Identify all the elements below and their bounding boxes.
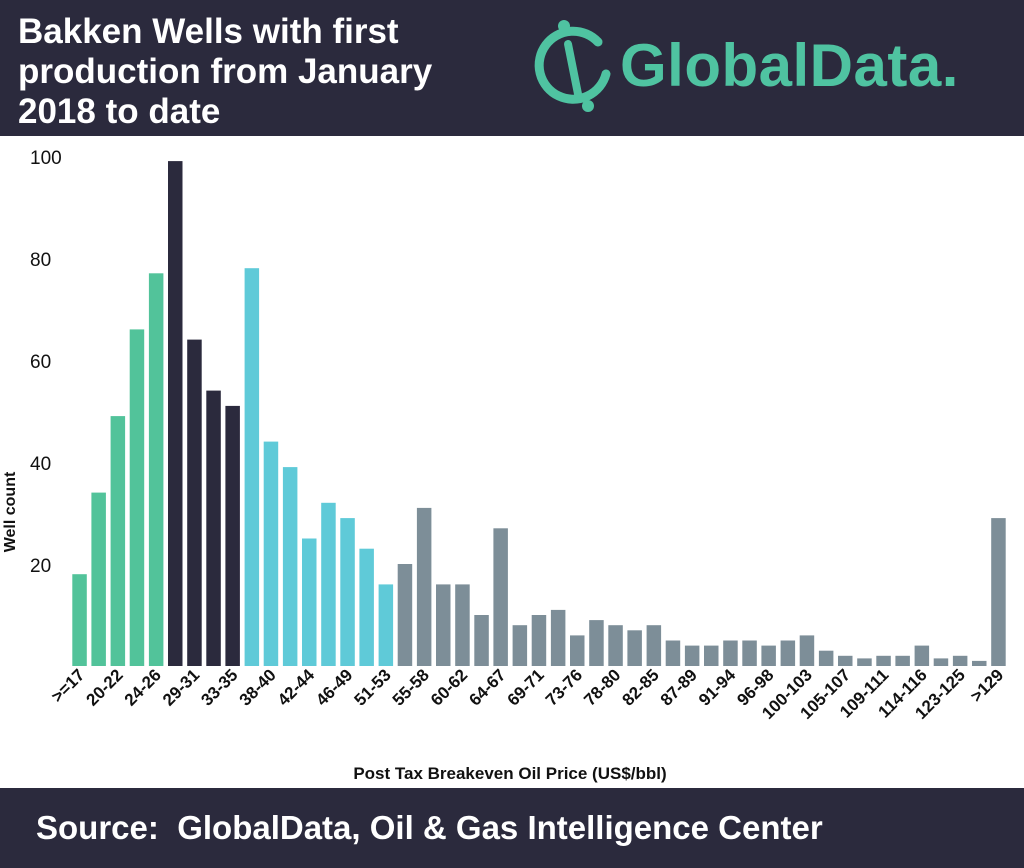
y-tick-label: 20 bbox=[30, 556, 51, 577]
chart-title: Bakken Wells with first production from … bbox=[18, 12, 433, 131]
x-tick-label: >=17 bbox=[48, 665, 89, 706]
y-tick-label: 40 bbox=[30, 454, 51, 475]
y-tick-label: 100 bbox=[30, 148, 62, 169]
bar-51-53 bbox=[378, 584, 394, 666]
bar-87-89 bbox=[684, 645, 700, 666]
bar-62-64 bbox=[474, 615, 489, 666]
bar-100-103 bbox=[799, 635, 815, 666]
bar-71-73 bbox=[550, 609, 566, 666]
bar-55-58 bbox=[416, 507, 432, 666]
x-tick-label: 51-53 bbox=[351, 665, 395, 709]
x-tick-label: 33-35 bbox=[197, 665, 241, 709]
x-tick-label: 87-89 bbox=[657, 665, 701, 709]
bar-18-19 bbox=[91, 492, 106, 666]
bar-103-105 bbox=[818, 650, 834, 666]
x-tick-label: 46-49 bbox=[312, 665, 356, 709]
bar-53-55 bbox=[397, 564, 413, 666]
bar-69-71 bbox=[531, 615, 547, 666]
x-axis: >=1720-2224-2629-3133-3538-4042-4446-495… bbox=[48, 665, 1008, 723]
x-tick-label: 42-44 bbox=[274, 665, 319, 710]
bar-73-76 bbox=[570, 635, 585, 666]
x-tick-label: 24-26 bbox=[121, 665, 165, 709]
y-tick-label: 80 bbox=[30, 250, 51, 271]
bar-125-129 bbox=[972, 660, 987, 666]
bar-85-87 bbox=[665, 640, 681, 666]
globaldata-logo-icon bbox=[534, 20, 611, 112]
bar-42-44 bbox=[302, 538, 317, 666]
bar-60-62 bbox=[455, 584, 470, 666]
x-tick-label: 64-67 bbox=[465, 665, 509, 709]
bar-76-78 bbox=[589, 620, 604, 666]
source-note: Source: GlobalData, Oil & Gas Intelligen… bbox=[36, 809, 823, 846]
x-tick-label: >129 bbox=[967, 665, 1008, 706]
bar-96-98 bbox=[761, 645, 776, 666]
x-tick-label: 91-94 bbox=[695, 665, 740, 710]
x-tick-label: 29-31 bbox=[159, 665, 203, 709]
bar-44-46 bbox=[321, 502, 336, 666]
bar-116-123 bbox=[933, 658, 949, 666]
bar-107-109 bbox=[857, 658, 872, 666]
globaldata-wordmark: GlobalData. bbox=[620, 32, 959, 99]
bar-31-33 bbox=[206, 390, 221, 666]
bar-94-96 bbox=[742, 640, 757, 666]
x-tick-label: 20-22 bbox=[83, 665, 127, 709]
y-tick-label: 60 bbox=[30, 352, 51, 373]
bar-49-51 bbox=[359, 548, 374, 666]
bar-58-60 bbox=[436, 584, 451, 666]
x-tick-label: 69-71 bbox=[504, 665, 548, 709]
bar-91-94 bbox=[723, 640, 738, 666]
bar-38-40 bbox=[263, 441, 279, 666]
bar-46-49 bbox=[340, 518, 355, 666]
bar-24-26 bbox=[148, 273, 164, 666]
bar-35-38 bbox=[244, 268, 260, 666]
x-axis-label: Post Tax Breakeven Oil Price (US$/bbl) bbox=[353, 764, 666, 783]
footer-banner: Source: GlobalData, Oil & Gas Intelligen… bbox=[0, 788, 1024, 868]
bar-40-42 bbox=[282, 467, 298, 666]
bar->=17 bbox=[72, 574, 87, 666]
bar-29-31 bbox=[187, 339, 202, 666]
bar-33-35 bbox=[225, 405, 240, 666]
y-axis: 20 40 60 80 100 bbox=[30, 148, 62, 577]
bar-123-125 bbox=[952, 655, 968, 666]
bar-109-111 bbox=[876, 655, 891, 666]
bar-22-23 bbox=[129, 329, 145, 666]
bar-78-80 bbox=[608, 625, 623, 666]
bar->129 bbox=[991, 518, 1006, 666]
x-tick-label: 82-85 bbox=[619, 665, 663, 709]
x-tick-label: 38-40 bbox=[236, 665, 280, 709]
x-tick-label: 55-58 bbox=[389, 665, 433, 709]
header-banner: Bakken Wells with first production from … bbox=[0, 0, 1024, 136]
bars-group bbox=[72, 161, 1006, 666]
bar-98-100 bbox=[780, 640, 796, 666]
bar-20-22 bbox=[110, 416, 126, 666]
bar-67-69 bbox=[512, 625, 528, 666]
globaldata-logo: GlobalData. bbox=[528, 14, 1008, 114]
bar-105-107 bbox=[838, 655, 853, 666]
bar-114-116 bbox=[914, 645, 930, 666]
x-tick-label: 60-62 bbox=[427, 665, 471, 709]
bar-chart: 20 40 60 80 100 >=1720-2224-2629-3133-3538-4… bbox=[2, 148, 1008, 783]
bar-89-91 bbox=[704, 645, 719, 666]
bar-64-67 bbox=[493, 528, 508, 666]
x-tick-label: 78-80 bbox=[580, 665, 624, 709]
bar-111-114 bbox=[895, 655, 910, 666]
y-axis-label: Well count bbox=[2, 471, 19, 552]
bar-27-28 bbox=[168, 161, 183, 666]
x-tick-label: 73-76 bbox=[542, 665, 586, 709]
bar-82-85 bbox=[646, 625, 662, 666]
bar-80-82 bbox=[627, 630, 642, 666]
